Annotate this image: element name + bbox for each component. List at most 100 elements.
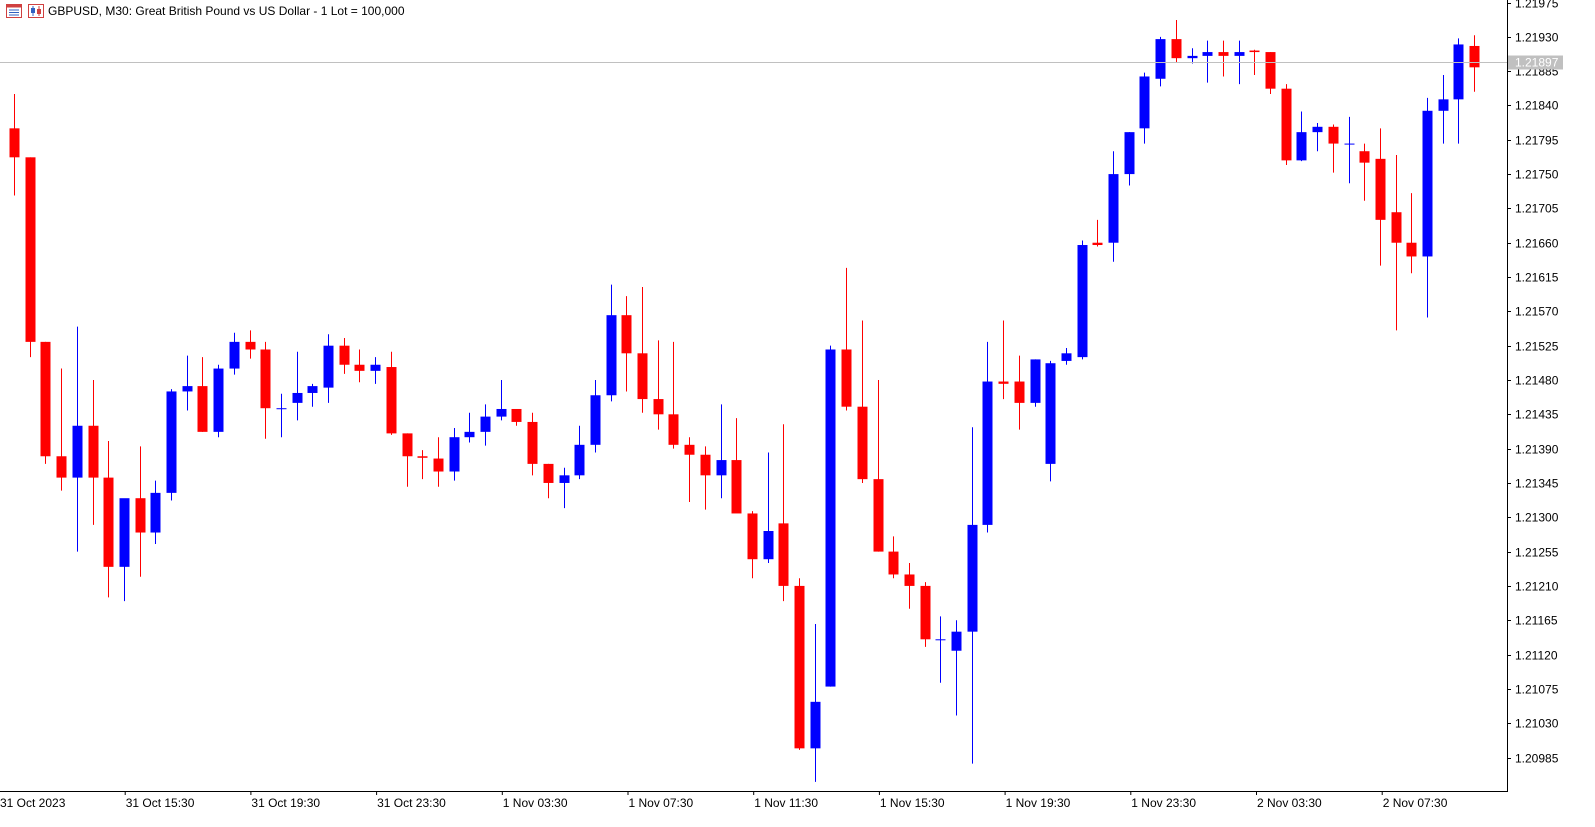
candle [323, 334, 334, 403]
candle-body [920, 585, 931, 640]
candle-body [449, 437, 460, 472]
candle-body [307, 386, 318, 393]
candle [166, 389, 177, 501]
price-tick-label: 1.21660 [1515, 237, 1559, 251]
chart-header: GBPUSD, M30: Great British Pound vs US D… [0, 0, 405, 22]
candle [56, 368, 67, 491]
candle-body [1155, 39, 1166, 79]
candle-body [1077, 245, 1088, 358]
candle [1438, 74, 1449, 144]
candle-body [825, 349, 836, 687]
list-window-icon[interactable] [6, 4, 22, 18]
candle [40, 341, 51, 464]
candle [951, 620, 962, 716]
candle [1202, 40, 1213, 83]
candle-body [668, 414, 679, 445]
candle [574, 425, 585, 480]
candle-body [731, 460, 742, 514]
chart-title: GBPUSD, M30: Great British Pound vs US D… [48, 4, 405, 18]
candle [653, 340, 664, 430]
candle [370, 357, 381, 384]
candle-body [998, 381, 1009, 384]
candle [1344, 116, 1355, 184]
candle-body [1202, 52, 1213, 56]
candle-body [1406, 242, 1417, 257]
price-tick-label: 1.21570 [1515, 305, 1559, 319]
candle-body [590, 395, 601, 445]
candle [1406, 193, 1417, 274]
candle-body [229, 341, 240, 369]
price-tick-label: 1.21120 [1515, 649, 1558, 663]
candle [339, 338, 350, 374]
candle-body [763, 531, 774, 560]
time-tick-label: 31 Oct 23:30 [377, 796, 446, 810]
price-scale: 1.219751.219301.218851.218401.217951.217… [1507, 0, 1559, 766]
candle-body [370, 364, 381, 371]
candle [920, 582, 931, 647]
candle-body [197, 386, 208, 432]
price-tick-label: 1.21480 [1515, 374, 1559, 388]
candle [449, 428, 460, 481]
candle [150, 480, 161, 544]
candle-body [245, 341, 256, 350]
candle [1014, 355, 1025, 430]
candle-body [417, 456, 428, 458]
candle-body [496, 408, 507, 417]
candle-body [716, 460, 727, 476]
candle-body [527, 421, 538, 464]
candle [967, 427, 978, 764]
candle [810, 624, 821, 782]
candle [716, 404, 727, 499]
price-tick-label: 1.21030 [1515, 717, 1559, 731]
candle-body [9, 128, 20, 158]
candle [1030, 359, 1041, 407]
candle-body [464, 431, 475, 438]
candle [354, 349, 365, 383]
candle-body [1312, 126, 1323, 133]
candle-body [1124, 132, 1135, 175]
candle-body [323, 345, 334, 388]
candle-body [637, 353, 648, 400]
candle [841, 267, 852, 411]
candle-body [1422, 110, 1433, 257]
candle [103, 441, 114, 598]
candle [1375, 128, 1386, 266]
price-tick-label: 1.21165 [1515, 614, 1558, 628]
candle-body [1030, 359, 1041, 403]
candle [464, 412, 475, 443]
candle-body [1281, 88, 1292, 161]
candle-body [747, 513, 758, 560]
candlestick-chart-icon[interactable] [28, 4, 44, 18]
candle [1422, 97, 1433, 318]
candle-body [904, 574, 915, 586]
time-tick-label: 31 Oct 19:30 [251, 796, 320, 810]
candle [982, 341, 993, 533]
candle [135, 446, 146, 577]
candle-body [402, 433, 413, 457]
time-tick-label: 1 Nov 03:30 [503, 796, 568, 810]
candle-body [150, 492, 161, 533]
candle [386, 351, 397, 435]
time-tick-label: 2 Nov 07:30 [1383, 796, 1448, 810]
candle-body [1328, 126, 1339, 144]
candle-body [778, 523, 789, 586]
candle [857, 320, 868, 483]
candle-body [480, 416, 491, 432]
candle [1139, 72, 1150, 144]
candle-body [1344, 143, 1355, 145]
candle-body [1453, 44, 1464, 100]
price-tick-label: 1.21615 [1515, 271, 1559, 285]
candle [873, 380, 884, 552]
candle [621, 296, 632, 392]
candle-body [25, 157, 36, 342]
price-tick-label: 1.21840 [1515, 99, 1559, 113]
candle-body [1265, 52, 1276, 89]
candle [1061, 347, 1072, 365]
candle [1265, 52, 1276, 95]
time-tick-label: 1 Nov 11:30 [754, 796, 818, 810]
candle-body [166, 391, 177, 493]
price-tick-label: 1.21930 [1515, 31, 1559, 45]
candle-body [857, 406, 868, 480]
candle-body [56, 456, 67, 478]
